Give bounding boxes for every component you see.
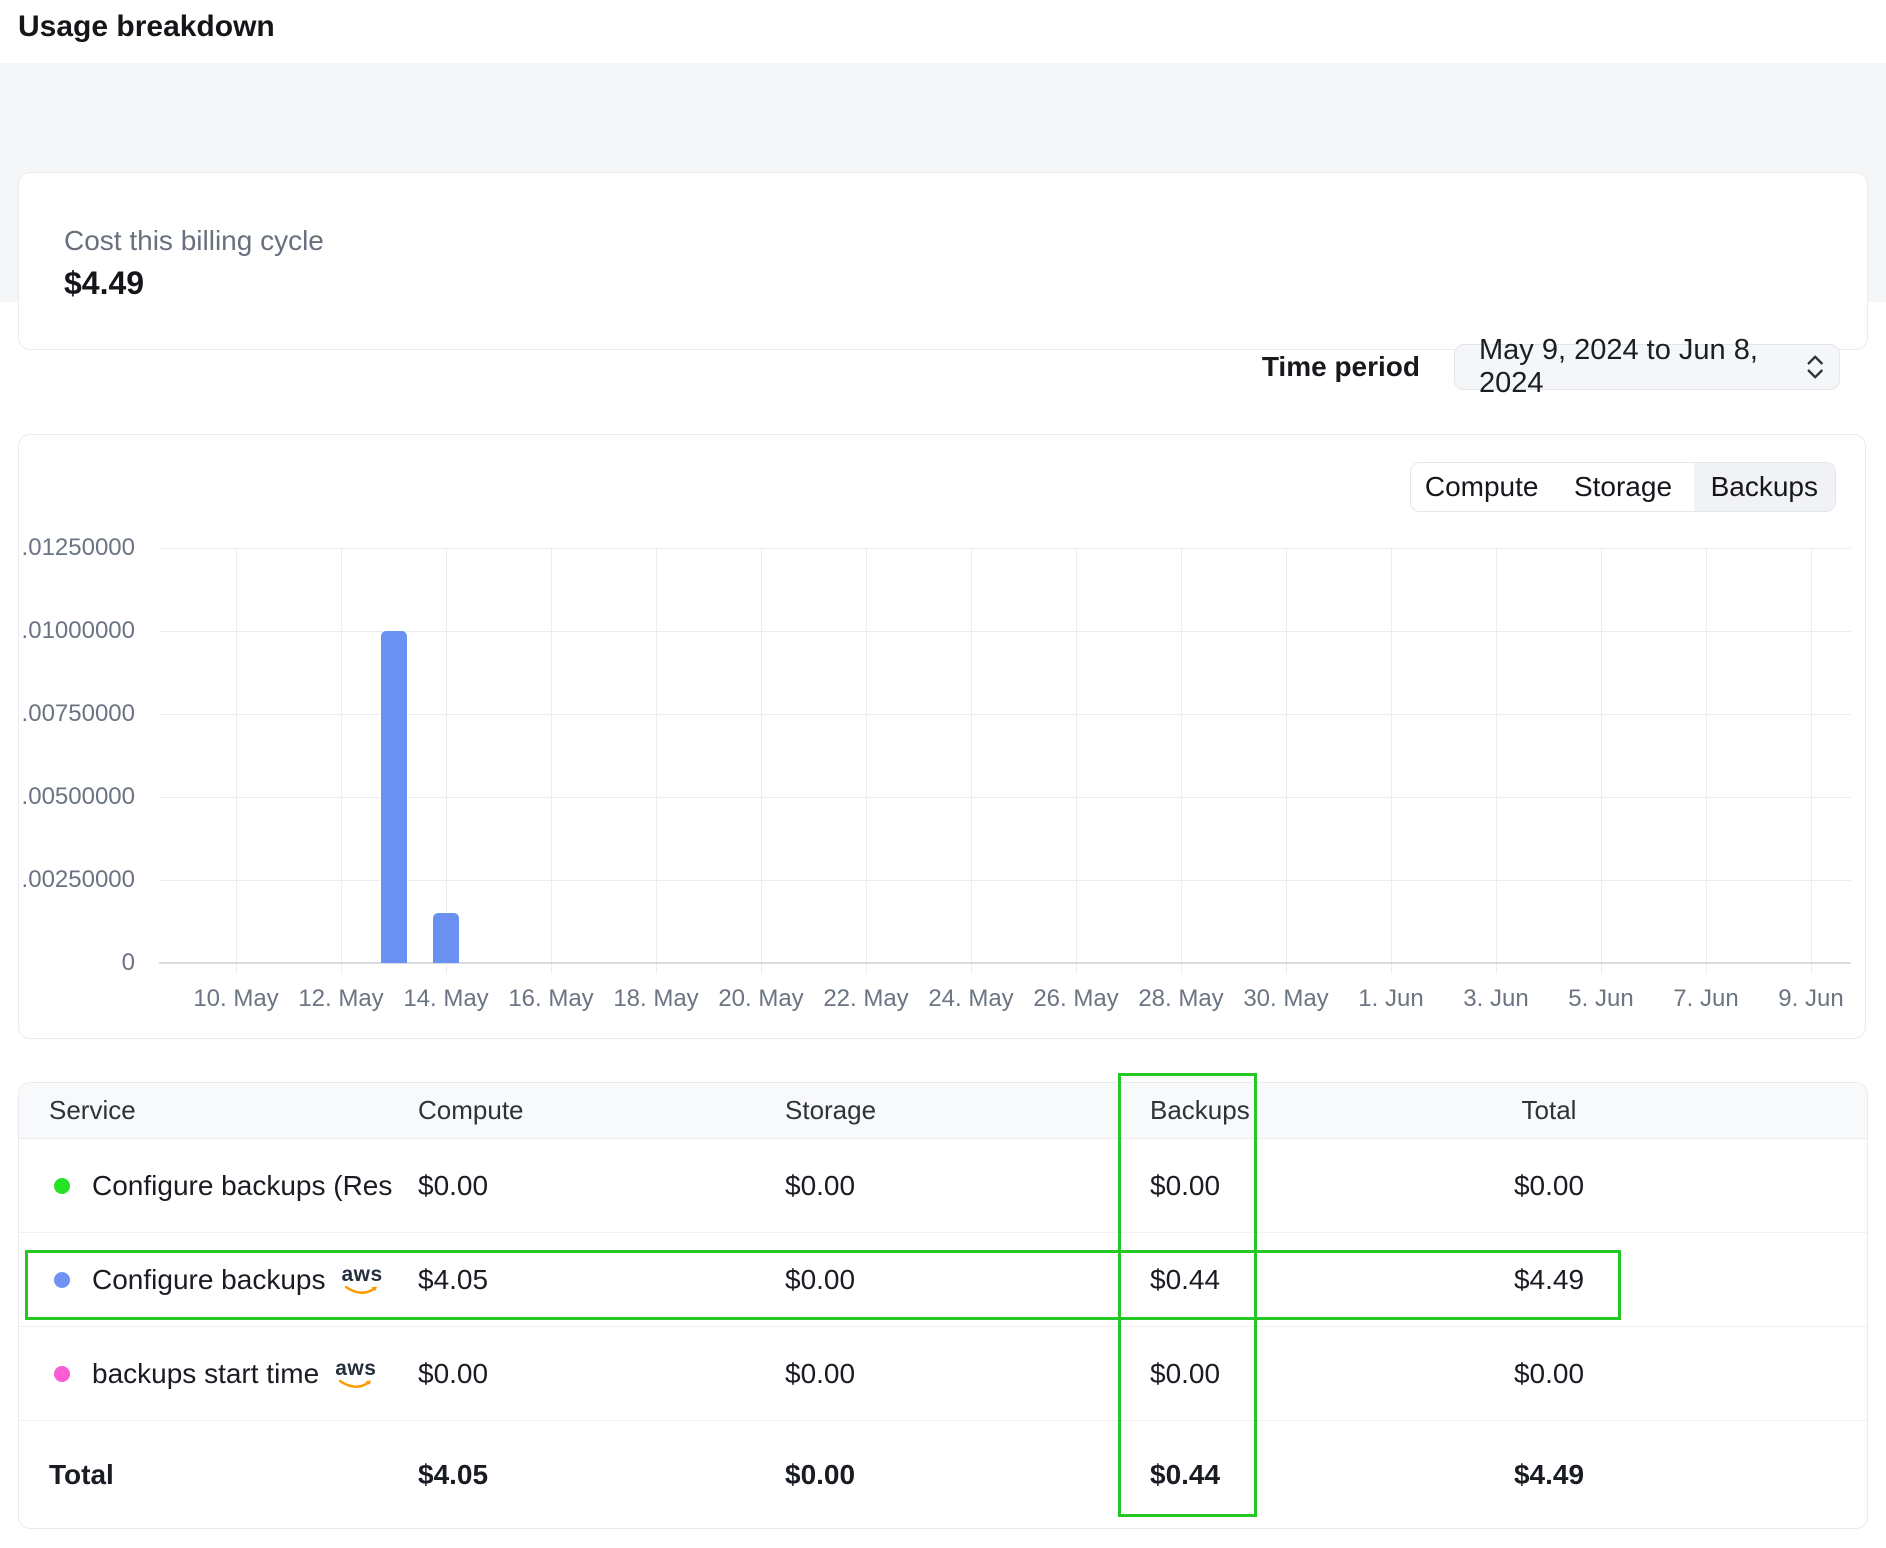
compute-value: $0.00	[418, 1357, 489, 1389]
total-compute: $4.05	[418, 1459, 489, 1490]
compute-value: $0.00	[418, 1169, 489, 1201]
x-axis-tick-label: 18. May	[613, 985, 699, 1012]
total-backups: $0.44	[1150, 1459, 1221, 1490]
column-header-storage: Storage	[785, 1095, 877, 1125]
table-total-row: Total $4.05 $0.00 $0.44 $4.49	[19, 1421, 1867, 1528]
column-header-total: Total	[1521, 1095, 1577, 1125]
service-name: Configure backups	[92, 1263, 326, 1295]
total-value: $4.49	[1513, 1263, 1585, 1295]
backups-value: $0.00	[1150, 1357, 1221, 1389]
column-header-compute: Compute	[418, 1095, 524, 1125]
column-header-backups: Backups	[1150, 1095, 1250, 1125]
x-axis-tick-label: 20. May	[718, 985, 804, 1012]
x-axis-tick-label: 9. Jun	[1778, 985, 1844, 1012]
time-period-value: May 9, 2024 to Jun 8, 2024	[1479, 334, 1758, 399]
x-axis-tick-label: 14. May	[403, 985, 489, 1012]
x-axis-tick-label: 30. May	[1243, 985, 1329, 1012]
billing-cycle-value: $4.49	[64, 265, 145, 301]
total-value: $0.00	[1513, 1169, 1585, 1201]
chart-bar[interactable]	[433, 913, 459, 963]
aws-logo: aws	[341, 1264, 382, 1296]
x-axis-tick-label: 5. Jun	[1568, 985, 1634, 1012]
storage-value: $0.00	[785, 1263, 856, 1295]
billing-cycle-label: Cost this billing cycle	[64, 225, 324, 256]
x-axis-tick-label: 16. May	[508, 985, 594, 1012]
y-axis-tick-label: .00750000	[21, 700, 135, 727]
page-title: Usage breakdown	[18, 10, 275, 43]
billing-cycle-card: Cost this billing cycle $4.49	[18, 172, 1868, 350]
summary-section: Cost this billing cycle $4.49	[0, 63, 1886, 350]
table-header-row: Service Compute Storage Backups Total	[19, 1083, 1867, 1139]
backups-value: $0.44	[1150, 1263, 1221, 1295]
total-storage: $0.00	[785, 1459, 856, 1490]
chart-metric-tabs: Compute Storage Backups	[1410, 462, 1836, 512]
time-period-label: Time period	[1261, 351, 1420, 382]
table-row: backups start time aws $0.00 $0.00 $0.00…	[19, 1327, 1867, 1421]
chevron-up-down-icon	[1807, 355, 1823, 379]
storage-value: $0.00	[785, 1169, 856, 1201]
service-name: Configure backups (Resto	[92, 1169, 392, 1201]
y-axis-tick-label: .00500000	[21, 783, 135, 810]
storage-value: $0.00	[785, 1357, 856, 1389]
x-axis-tick-label: 3. Jun	[1463, 985, 1529, 1012]
chart-bar[interactable]	[380, 631, 407, 963]
time-period-select[interactable]: May 9, 2024 to Jun 8, 2024	[1454, 334, 1840, 399]
x-axis-tick-label: 24. May	[928, 985, 1014, 1012]
x-axis-tick-label: 12. May	[298, 985, 384, 1012]
y-axis-tick-label: .00250000	[21, 866, 135, 893]
x-axis-tick-label: 26. May	[1033, 985, 1119, 1012]
total-total: $4.49	[1513, 1459, 1585, 1490]
table-row: Configure backups (Resto $0.00 $0.00 $0.…	[19, 1139, 1867, 1233]
total-row-label: Total	[49, 1459, 114, 1490]
backups-value: $0.00	[1150, 1169, 1221, 1201]
table-row: Configure backups aws $4.05 $0.00 $0.44 …	[19, 1233, 1867, 1327]
total-value: $0.00	[1513, 1357, 1585, 1389]
y-axis-tick-label: 0	[121, 949, 135, 976]
x-axis-tick-label: 10. May	[193, 985, 279, 1012]
time-period-row: Time period May 9, 2024 to Jun 8, 2024	[0, 334, 1840, 399]
series-dot-pink	[54, 1365, 70, 1382]
series-dot-green	[54, 1177, 70, 1194]
tab-compute[interactable]: Compute	[1424, 471, 1539, 502]
usage-chart-card: Compute Storage Backups .01250000 .010000…	[18, 434, 1866, 1039]
bar-chart: .01250000 .01000000 .00750000 .00500000 .002…	[22, 534, 1851, 1012]
aws-logo: aws	[335, 1358, 376, 1390]
x-axis-tick-label: 28. May	[1138, 985, 1224, 1012]
y-axis-tick-label: .01000000	[21, 617, 135, 644]
x-axis-tick-label: 7. Jun	[1673, 985, 1739, 1012]
x-axis-tick-label: 22. May	[823, 985, 909, 1012]
usage-table-card: Service Compute Storage Backups Total Co…	[18, 1082, 1868, 1529]
compute-value: $4.05	[418, 1263, 489, 1295]
x-axis-tick-label: 1. Jun	[1358, 985, 1424, 1012]
tab-storage[interactable]: Storage	[1573, 471, 1673, 502]
series-dot-blue	[54, 1271, 70, 1288]
column-header-service: Service	[49, 1095, 136, 1125]
service-name: backups start time	[92, 1357, 320, 1389]
tab-backups[interactable]: Backups	[1693, 463, 1835, 511]
y-axis-tick-label: .01250000	[21, 534, 135, 561]
